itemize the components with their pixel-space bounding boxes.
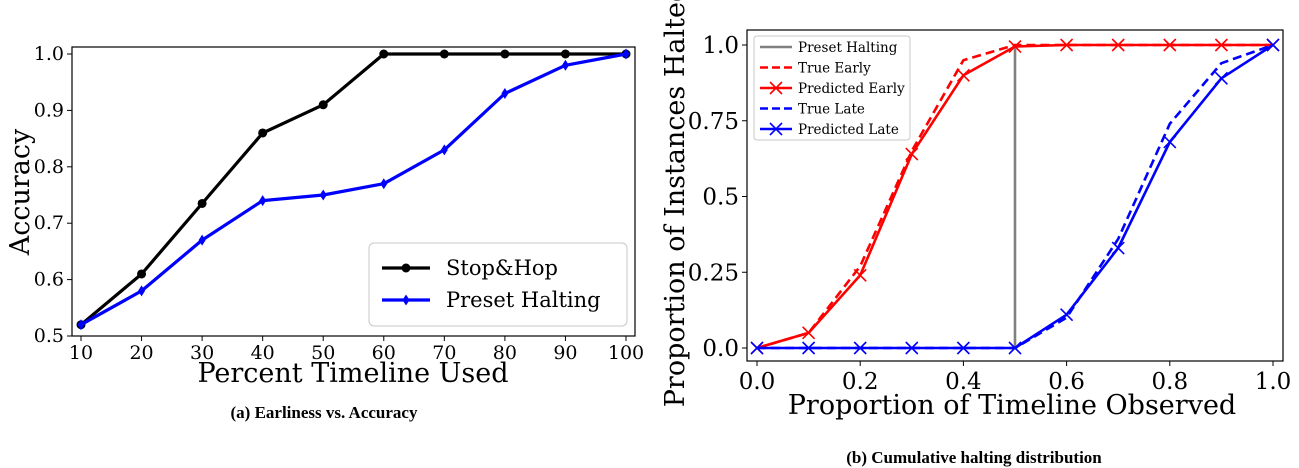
data-point [258,128,268,138]
y-tick-label: 0.9 [34,99,64,121]
data-point [956,341,970,355]
series-stop-hop [76,49,631,330]
plot-frame [71,46,636,337]
data-point [1111,38,1125,52]
x-tick-label: 40 [251,342,275,364]
chart-a: 10 20 30 40 50 60 70 80 90 100 0.5 0.6 0.7 0.8 0.9 1.0 S… [5,43,644,422]
chart-caption: (b) Cumulative halting distribution [846,448,1102,467]
data-point [905,341,919,355]
legend-box [368,242,628,327]
chart-caption: (a) Earliness vs. Accuracy [231,403,418,422]
y-axis-label: Accuracy [5,128,36,256]
legend-marker [769,81,783,95]
y-tick-label: 1.0 [34,43,64,65]
x-tick-label: 70 [432,342,456,364]
data-point [1214,38,1228,52]
y-tick-label: 0.5 [34,325,64,347]
data-point [802,326,816,340]
y-tick-label: 0.5 [702,185,739,211]
data-point [905,147,919,161]
legend: Stop&Hop Preset Halting [368,242,628,327]
data-point [1163,135,1177,149]
x-tick-label: 50 [311,342,335,364]
y-tick-label: 0.7 [34,212,64,234]
y-tick-label: 0.75 [688,109,739,135]
data-point [440,144,448,156]
data-point [1060,38,1074,52]
data-point [956,68,970,82]
x-tick-label: 0.2 [842,369,879,395]
x-tick-label: 20 [129,342,153,364]
data-point [853,268,867,282]
legend-marker [401,263,411,273]
data-point [750,341,764,355]
y-tick-label: 0.6 [34,269,64,291]
legend-label: Predicted Early [798,81,905,97]
data-point [853,341,867,355]
data-point [1008,341,1022,355]
data-point [439,49,449,59]
legend-label: True Late [798,102,865,118]
data-point [501,87,509,99]
data-point [1111,241,1125,255]
data-point [500,49,510,59]
legend-marker [402,294,410,306]
legend-box [753,35,911,141]
x-axis-label: Percent Timeline Used [197,358,508,389]
x-tick-label: 90 [553,342,577,364]
x-tick-label: 10 [69,342,93,364]
x-tick-label: 100 [608,342,644,364]
data-point [77,319,85,331]
plot-frame [746,29,1284,362]
legend-label: Predicted Late [798,122,899,138]
data-point [137,269,147,279]
legend: Preset Halting True Early Predicted Early T… [753,35,911,141]
data-point [319,189,327,201]
x-tick-label: 80 [493,342,517,364]
chart-b: 0.0 0.2 0.4 0.6 0.8 1.0 0.0 0.25 0.5 0.75 1.0 Prese… [660,0,1291,467]
data-point [198,234,206,246]
data-point [622,48,630,60]
data-point [1060,308,1074,322]
series-preset-halting [77,48,630,331]
data-point [138,285,146,297]
series-predicted-early [750,38,1280,355]
data-point [380,178,388,190]
data-point [560,49,570,59]
data-point [379,49,389,59]
data-point [1214,71,1228,85]
data-point [802,341,816,355]
legend-label: Stop&Hop [446,256,558,280]
data-point [561,59,569,71]
data-point [1163,38,1177,52]
y-tick-label: 0.25 [688,260,739,286]
x-axis-label: Proportion of Timeline Observed [788,390,1236,421]
legend-label: Preset Halting [446,288,601,312]
series-line [79,52,626,326]
data-point [1266,38,1280,52]
x-tick-label: 60 [372,342,396,364]
y-tick-label: 0.0 [702,336,739,362]
series-line [80,52,627,327]
legend-marker [769,122,783,136]
legend-label: True Early [798,61,871,77]
data-point [259,195,267,207]
x-tick-label: 0.8 [1152,369,1189,395]
legend-label: Preset Halting [798,40,898,56]
series-predicted-late [750,38,1280,355]
x-tick-label: 0.0 [739,369,776,395]
data-point [318,100,328,110]
y-axis-label: Proportion of Instances Halted [660,0,691,407]
x-tick-label: 0.6 [1048,369,1085,395]
x-tick-label: 1.0 [1255,369,1292,395]
data-point [1008,39,1022,54]
y-tick-label: 0.8 [34,156,64,178]
x-tick-label: 0.4 [945,369,982,395]
y-tick-label: 1.0 [702,33,739,59]
data-point [197,198,207,208]
x-tick-label: 30 [190,342,214,364]
